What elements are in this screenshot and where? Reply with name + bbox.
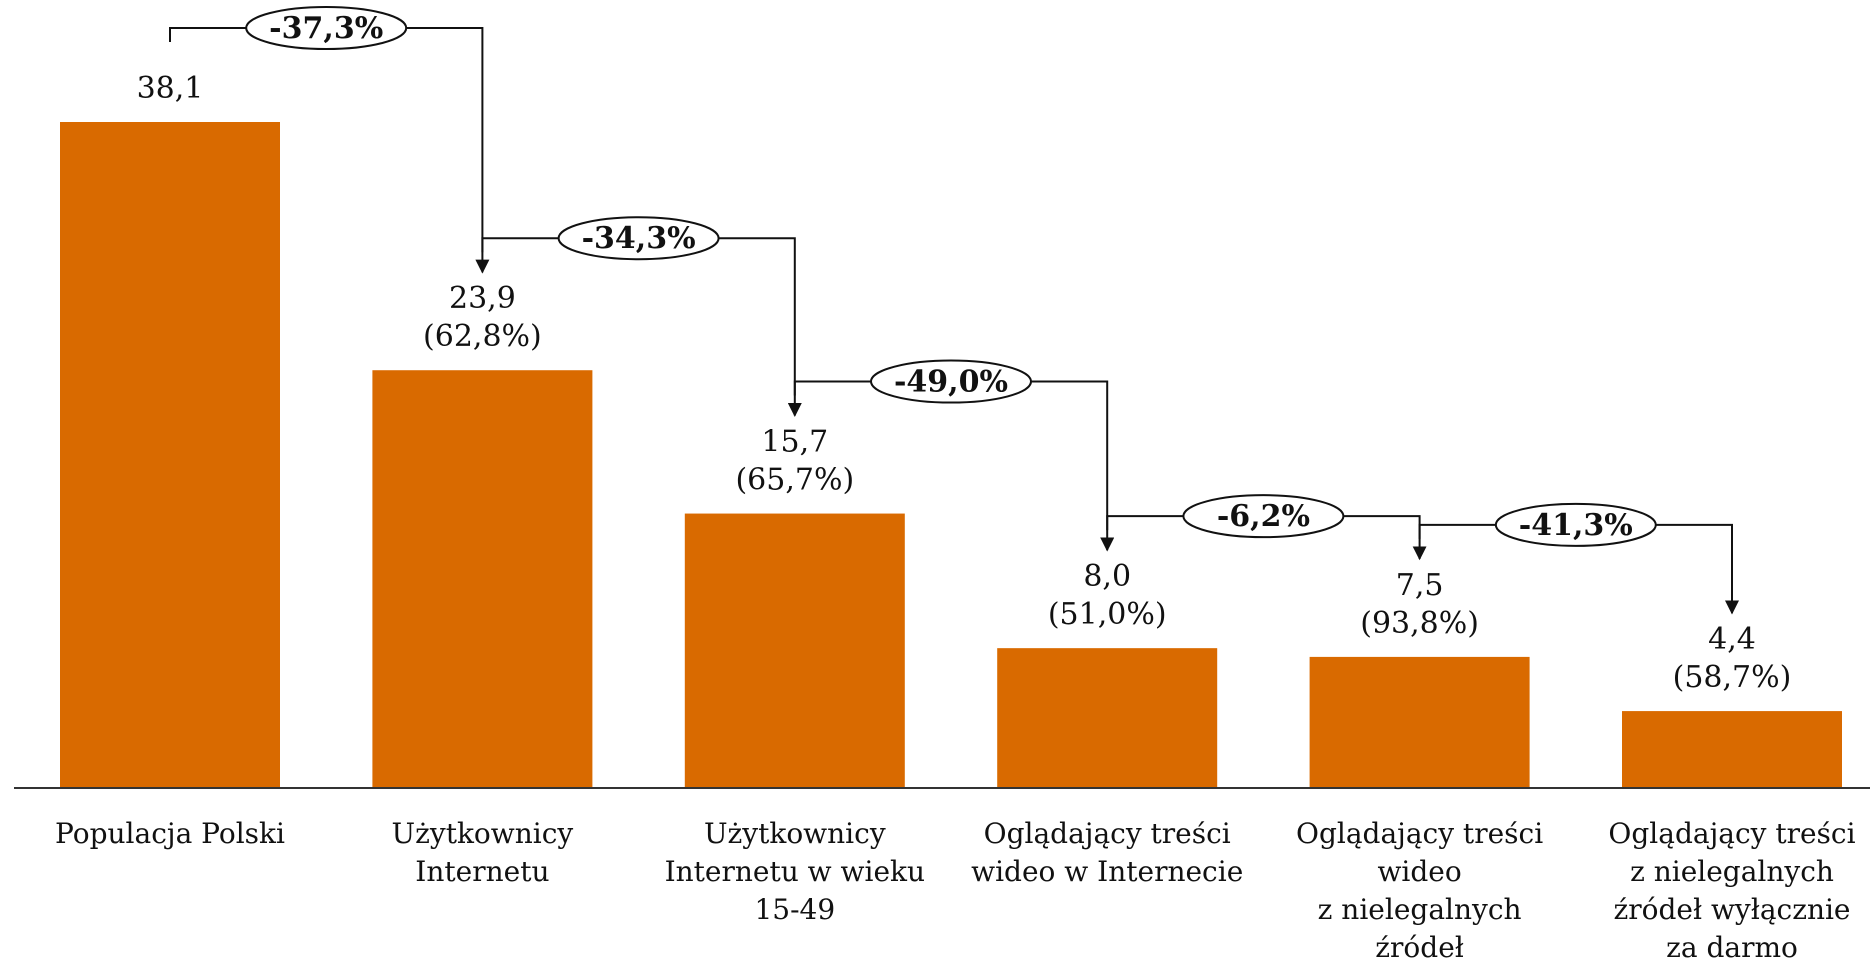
drop-oval-1 bbox=[245, 6, 408, 50]
bar-1 bbox=[60, 122, 280, 788]
category-label-3-line-1: Użytkownicy bbox=[704, 817, 886, 850]
share-label-5: (93,8%) bbox=[1360, 606, 1479, 641]
drop-label-4: -6,2% bbox=[1217, 499, 1310, 534]
value-label-2: 23,9 bbox=[449, 281, 516, 316]
category-label-3-line-2: Internetu w wieku bbox=[665, 855, 925, 888]
share-label-3: (65,7%) bbox=[735, 463, 854, 498]
bar-2 bbox=[372, 370, 593, 788]
category-label-4: Oglądający treści wideo w Internecie bbox=[971, 817, 1243, 888]
category-label-5-line-4: źródeł bbox=[1375, 931, 1464, 962]
category-label-1-line-1: Populacja Polski bbox=[55, 817, 285, 850]
category-label-5-line-3: z nielegalnych bbox=[1318, 893, 1522, 926]
bars-group bbox=[60, 122, 1842, 788]
category-label-3: Użytkownicy Internetu w wieku 15-49 bbox=[665, 817, 925, 926]
drop-oval-4 bbox=[1182, 494, 1345, 539]
value-label-3: 15,7 bbox=[761, 425, 828, 460]
value-labels-group: 38,123,9(62,8%)15,7(65,7%)8,0(51,0%)7,5(… bbox=[137, 71, 1792, 695]
value-label-1: 38,1 bbox=[137, 71, 204, 106]
value-label-5: 7,5 bbox=[1396, 568, 1444, 603]
category-label-3-line-3: 15-49 bbox=[754, 893, 835, 926]
drop-connectors-group: -37,3% -34,3% -49,0% -6,2% -41,3% bbox=[169, 6, 1739, 615]
bar-4 bbox=[997, 648, 1218, 788]
bar-3 bbox=[684, 513, 905, 788]
bar-6 bbox=[1622, 711, 1842, 788]
drop-label-5: -41,3% bbox=[1519, 508, 1633, 543]
bar-5 bbox=[1309, 656, 1530, 788]
category-label-6-line-1: Oglądający treści bbox=[1608, 817, 1855, 850]
value-label-4: 8,0 bbox=[1083, 559, 1131, 594]
drop-label-1: -37,3% bbox=[269, 11, 383, 46]
category-label-5-line-2: wideo bbox=[1377, 855, 1461, 888]
category-label-2: Użytkownicy Internetu bbox=[392, 817, 574, 888]
category-label-6-line-2: z nielegalnych bbox=[1630, 855, 1834, 888]
share-label-6: (58,7%) bbox=[1673, 660, 1792, 695]
category-label-2-line-1: Użytkownicy bbox=[392, 817, 574, 850]
category-label-4-line-1: Oglądający treści bbox=[984, 817, 1231, 850]
drop-label-3: -49,0% bbox=[894, 365, 1008, 400]
category-label-5-line-1: Oglądający treści bbox=[1296, 817, 1543, 850]
category-label-4-line-2: wideo w Internecie bbox=[971, 855, 1243, 888]
drop-oval-2 bbox=[557, 216, 720, 261]
category-label-5: Oglądający treści wideo z nielegalnych źród… bbox=[1296, 817, 1543, 962]
category-label-6-line-4: za darmo bbox=[1666, 931, 1798, 962]
drop-oval-5 bbox=[1494, 502, 1657, 547]
category-label-6: Oglądający treści z nielegalnych źródeł wy… bbox=[1608, 817, 1855, 962]
category-label-2-line-2: Internetu bbox=[415, 855, 549, 888]
category-label-1: Populacja Polski bbox=[55, 817, 285, 850]
drop-label-2: -34,3% bbox=[582, 221, 696, 256]
drop-oval-3 bbox=[870, 359, 1032, 404]
share-label-4: (51,0%) bbox=[1048, 597, 1167, 632]
category-label-6-line-3: źródeł wyłącznie bbox=[1613, 893, 1850, 926]
share-label-2: (62,8%) bbox=[423, 319, 542, 354]
category-labels-group: Populacja Polski Użytkownicy InternetuUżyt… bbox=[55, 817, 1856, 962]
value-label-6: 4,4 bbox=[1708, 622, 1756, 657]
